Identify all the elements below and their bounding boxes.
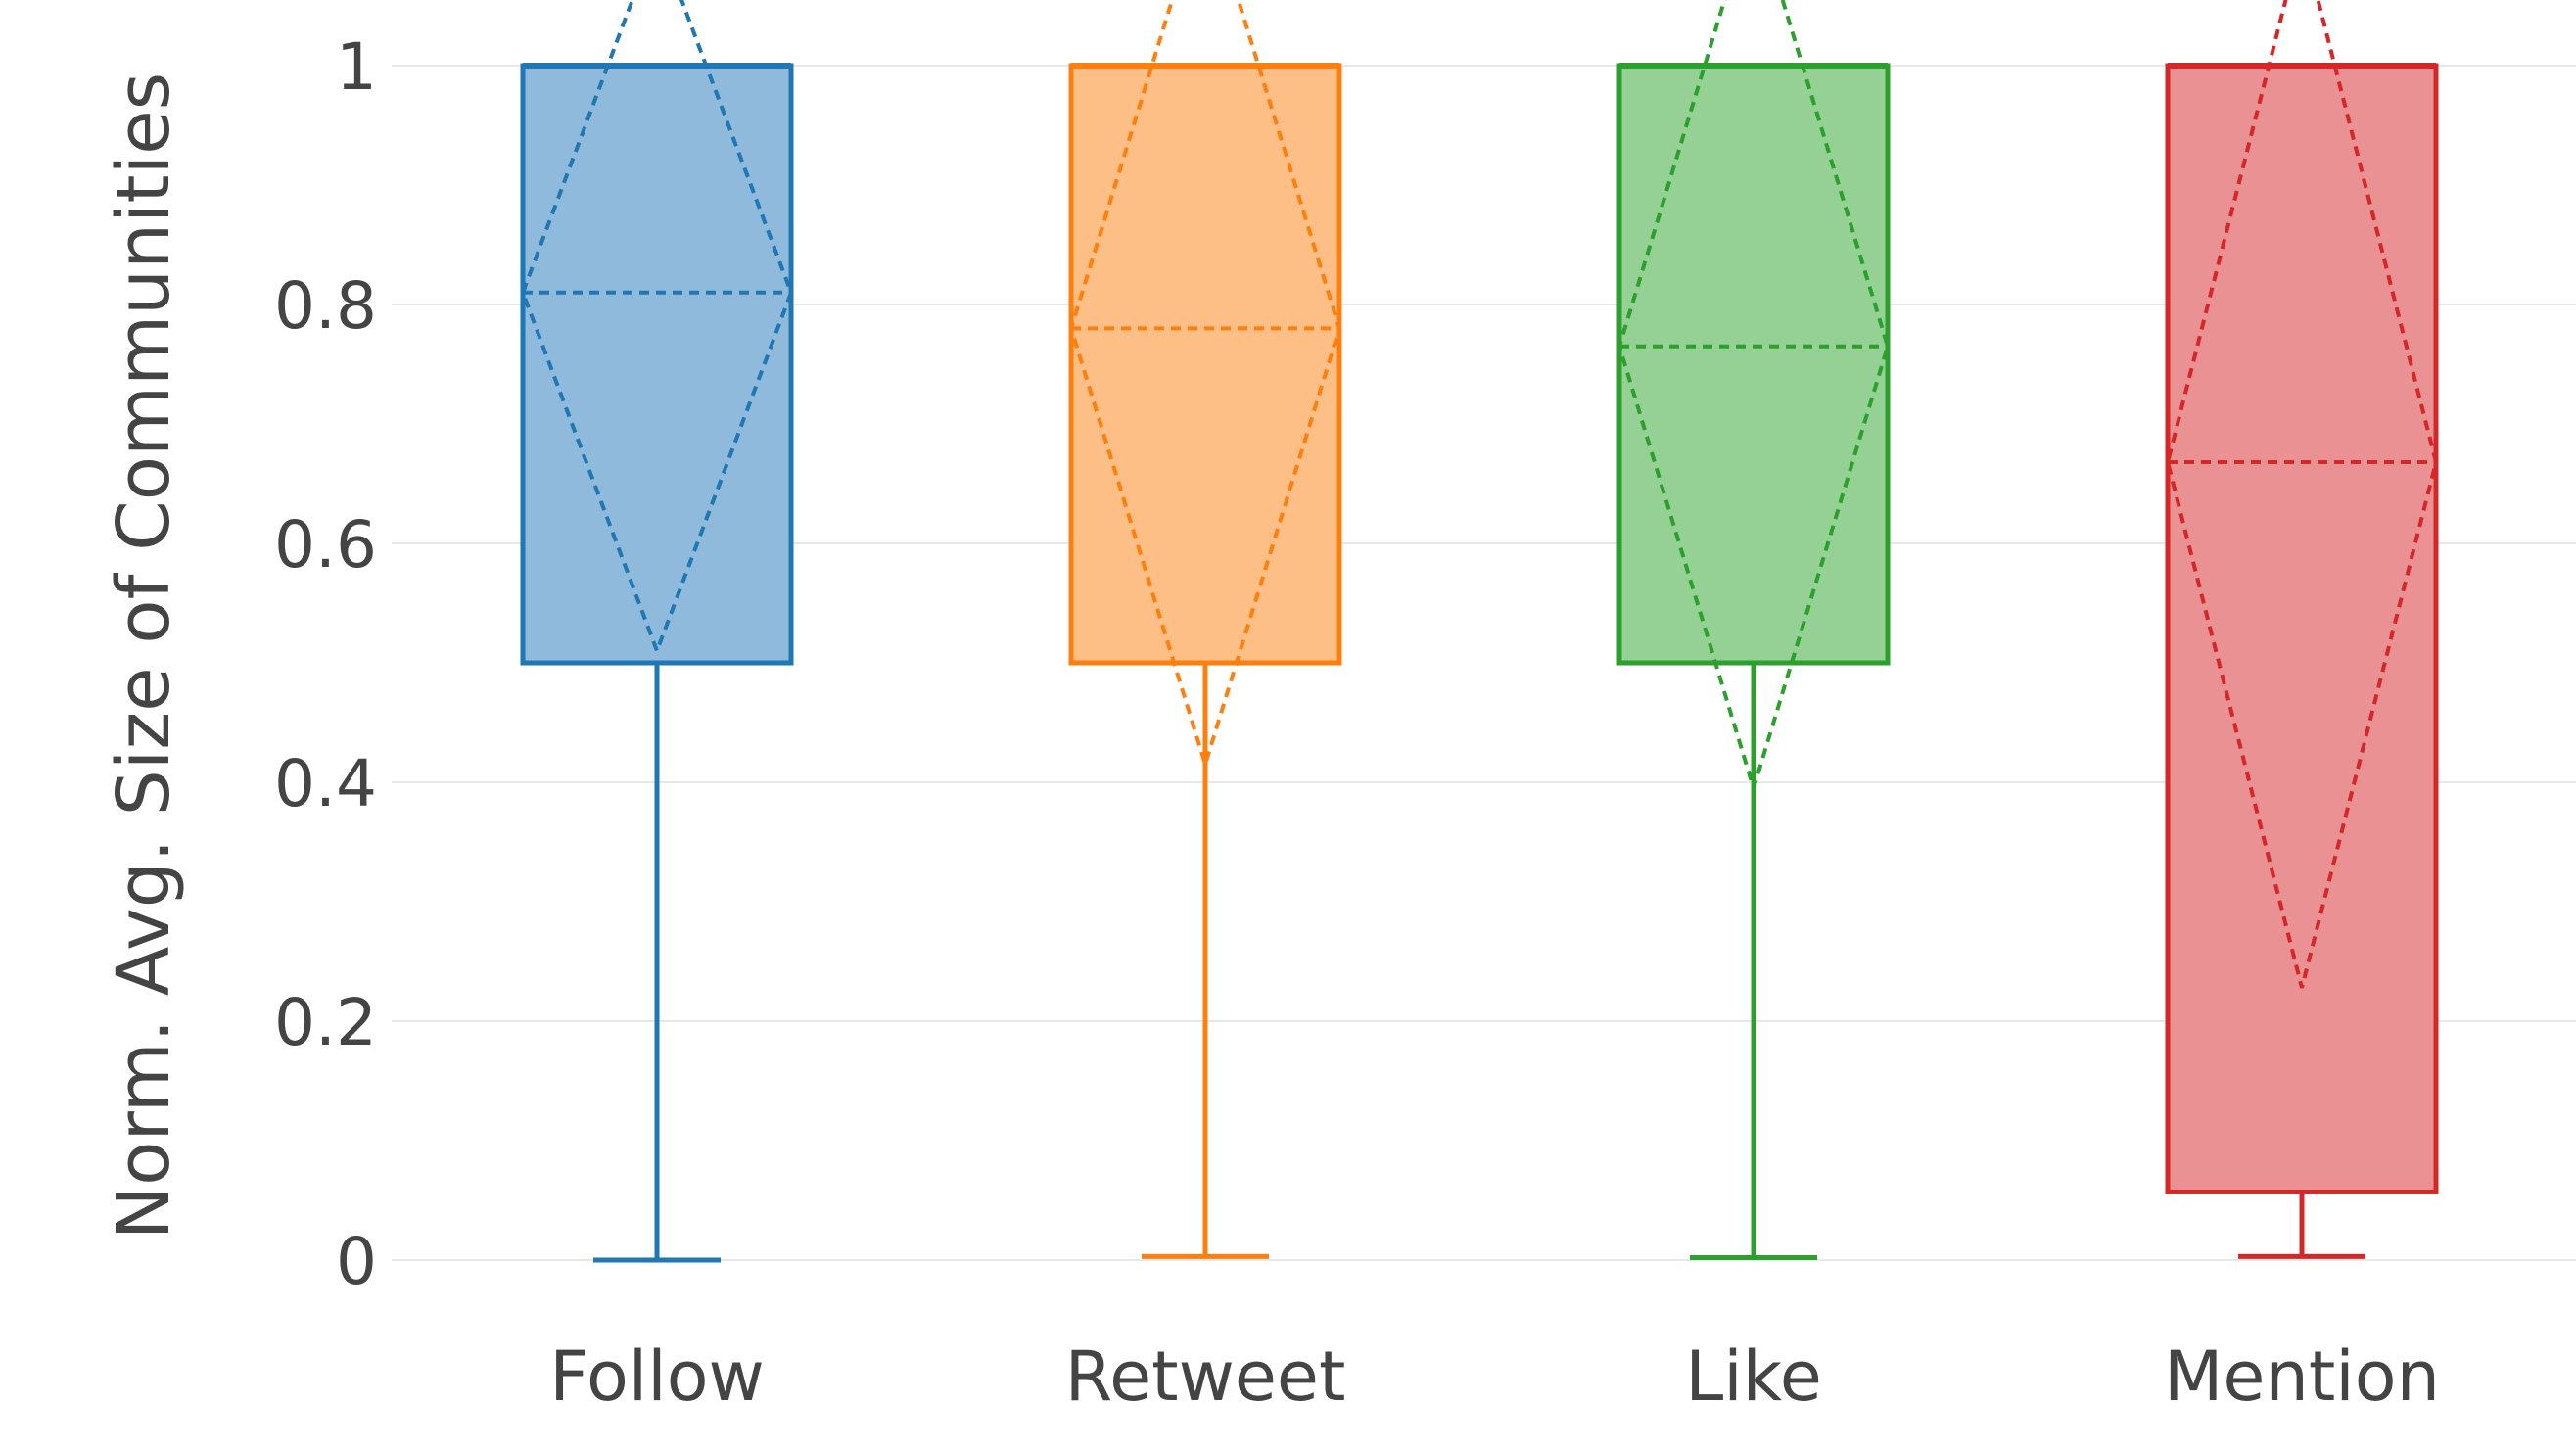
iqr-box xyxy=(1616,63,1891,666)
sd-diamond xyxy=(520,0,794,657)
iqr-box xyxy=(2165,63,2439,1194)
x-tick-label: Retweet xyxy=(1065,1336,1346,1417)
box-like xyxy=(1616,0,1891,1261)
sd-diamond xyxy=(2165,0,2439,989)
y-axis-title: Norm. Avg. Size of Communities xyxy=(102,72,186,1240)
box-follow xyxy=(520,0,794,1263)
y-tick-label: 0.8 xyxy=(274,268,377,344)
iqr-box xyxy=(1068,63,1342,666)
x-axis-ticks: Follow Retweet Like Mention xyxy=(549,1336,2440,1417)
boxes-layer xyxy=(520,0,2439,1263)
x-tick-label: Like xyxy=(1685,1336,1822,1417)
box-mention xyxy=(2165,0,2439,1259)
box-retweet xyxy=(1068,0,1342,1259)
y-axis-ticks: 0 0.2 0.4 0.6 0.8 1 xyxy=(274,29,377,1299)
y-tick-label: 1 xyxy=(336,29,377,105)
x-tick-label: Mention xyxy=(2164,1336,2440,1417)
y-tick-label: 0.4 xyxy=(274,746,377,821)
sd-diamond xyxy=(1068,0,1342,772)
y-tick-label: 0.2 xyxy=(274,985,377,1060)
y-tick-label: 0.6 xyxy=(274,507,377,583)
y-tick-label: 0 xyxy=(336,1224,377,1299)
x-tick-label: Follow xyxy=(549,1336,765,1417)
iqr-box xyxy=(520,63,794,666)
sd-diamond xyxy=(1616,0,1891,795)
